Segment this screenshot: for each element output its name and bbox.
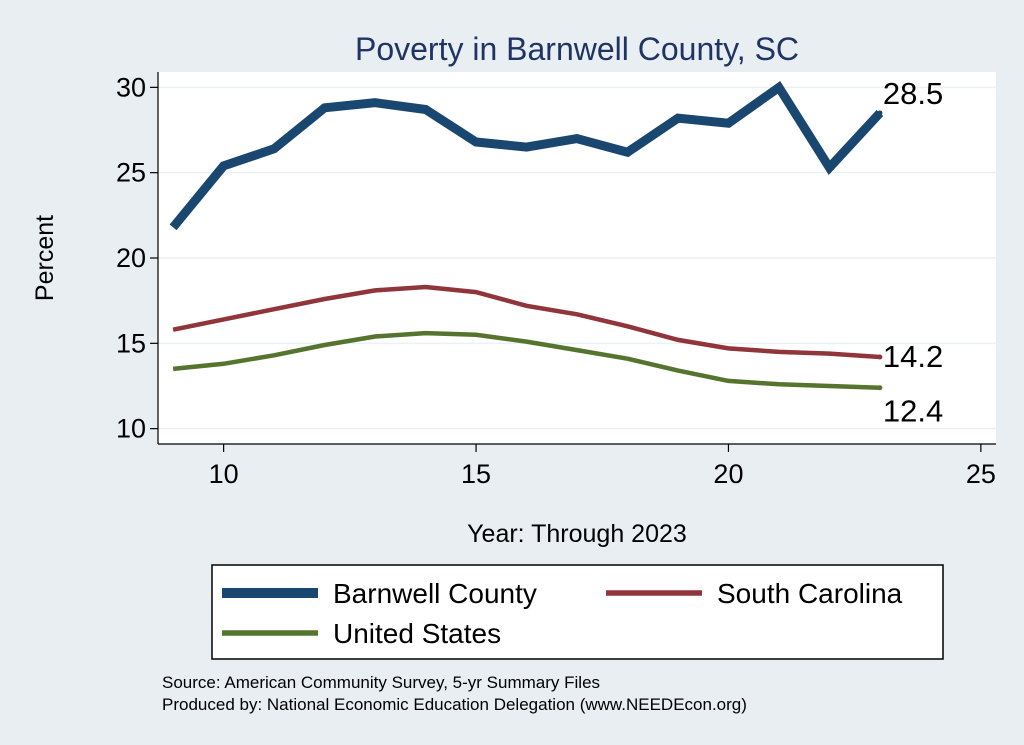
chart-title: Poverty in Barnwell County, SC (355, 31, 799, 67)
series-end-label-0: 28.5 (883, 76, 943, 111)
series-line-0 (169, 80, 884, 231)
legend-label-1: South Carolina (717, 578, 903, 609)
source-line-1: Source: American Community Survey, 5-yr … (162, 673, 600, 692)
series-line-1 (172, 284, 881, 360)
series-end-label-2: 12.4 (883, 394, 943, 429)
y-tick-label: 15 (116, 328, 146, 358)
legend-label-0: Barnwell County (333, 578, 537, 609)
legend: Barnwell County South Carolina United Stat… (211, 564, 944, 660)
x-tick-label: 15 (461, 459, 491, 489)
grid-lines (158, 86, 996, 430)
series-line-2 (172, 330, 880, 390)
legend-label-2: United States (333, 618, 501, 649)
end-labels: 28.5 14.2 12.4 (883, 76, 943, 429)
series-end-marker-1 (877, 354, 883, 360)
axes: 10 15 20 25 30 10 15 20 25 (116, 72, 996, 489)
source-line-2: Produced by: National Economic Education… (162, 695, 747, 714)
legend-box (211, 564, 944, 660)
y-tick-label: 25 (116, 158, 146, 188)
x-tick-label: 10 (209, 459, 239, 489)
x-tick-label: 20 (713, 459, 743, 489)
y-tick-label: 20 (116, 243, 146, 273)
y-tick-label: 30 (116, 72, 146, 102)
series-end-label-1: 14.2 (883, 339, 943, 374)
series-end-marker-0 (877, 110, 883, 116)
series-end-marker-2 (877, 385, 883, 391)
series-layer (169, 80, 884, 391)
x-axis-title: Year: Through 2023 (467, 520, 687, 548)
x-tick-label: 25 (966, 459, 996, 489)
y-tick-label: 10 (116, 414, 146, 444)
y-axis-title: Percent (31, 215, 59, 301)
